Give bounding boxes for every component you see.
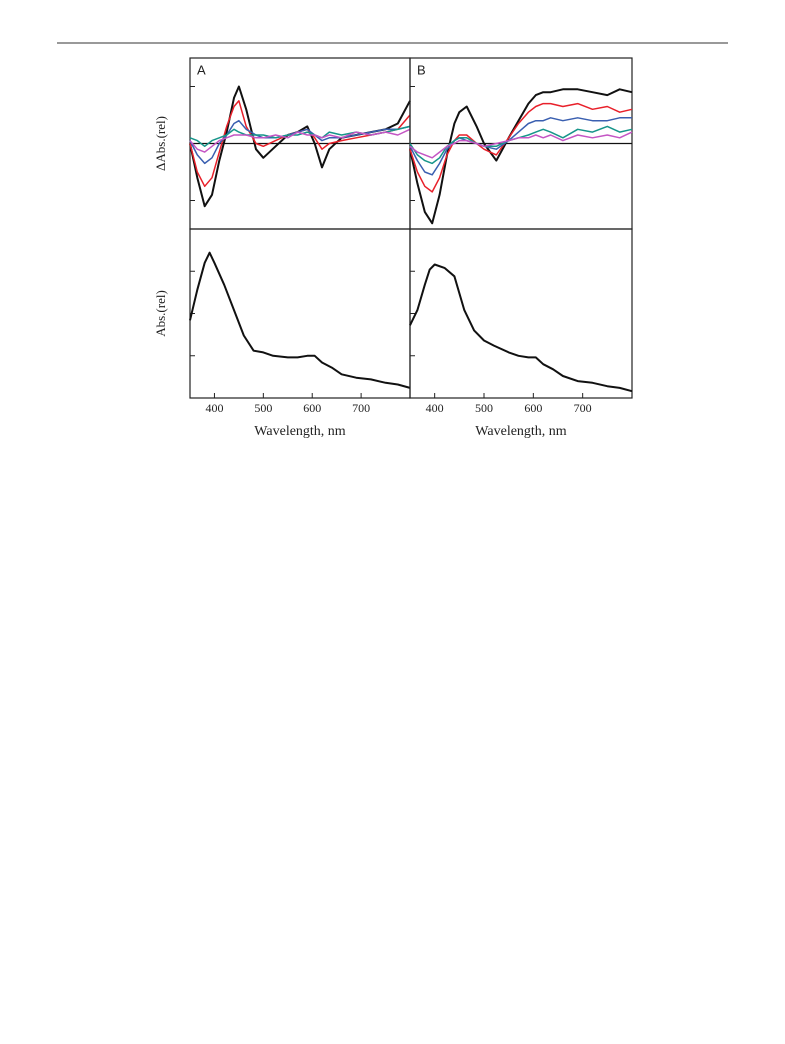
data-line bbox=[409, 117, 632, 176]
data-line bbox=[189, 119, 411, 165]
data-line bbox=[409, 263, 633, 393]
x-tick-label: 500 bbox=[475, 401, 493, 415]
x-tick-label: 700 bbox=[352, 401, 370, 415]
data-line bbox=[189, 100, 411, 188]
x-axis-label: Wavelength, nm bbox=[475, 424, 567, 439]
data-line bbox=[189, 85, 411, 208]
panel-label: A bbox=[197, 62, 206, 77]
panel-frame bbox=[189, 228, 411, 399]
x-tick-label: 600 bbox=[303, 401, 321, 415]
x-tick-label: 400 bbox=[426, 401, 444, 415]
data-line bbox=[409, 131, 633, 159]
x-tick-label: 400 bbox=[205, 401, 223, 415]
data-line bbox=[409, 102, 633, 193]
x-axis-label: Wavelength, nm bbox=[254, 424, 346, 439]
data-line bbox=[409, 125, 633, 165]
x-tick-label: 700 bbox=[574, 401, 592, 415]
y-axis-label: ΔAbs.(rel) bbox=[153, 116, 168, 171]
data-line bbox=[189, 251, 411, 389]
x-tick-label: 500 bbox=[254, 401, 272, 415]
panel-frame bbox=[409, 228, 633, 399]
data-line bbox=[189, 128, 411, 153]
y-axis-label: Abs.(rel) bbox=[153, 290, 168, 337]
x-tick-label: 600 bbox=[524, 401, 542, 415]
data-line bbox=[409, 88, 633, 225]
panel-label: B bbox=[417, 62, 426, 77]
